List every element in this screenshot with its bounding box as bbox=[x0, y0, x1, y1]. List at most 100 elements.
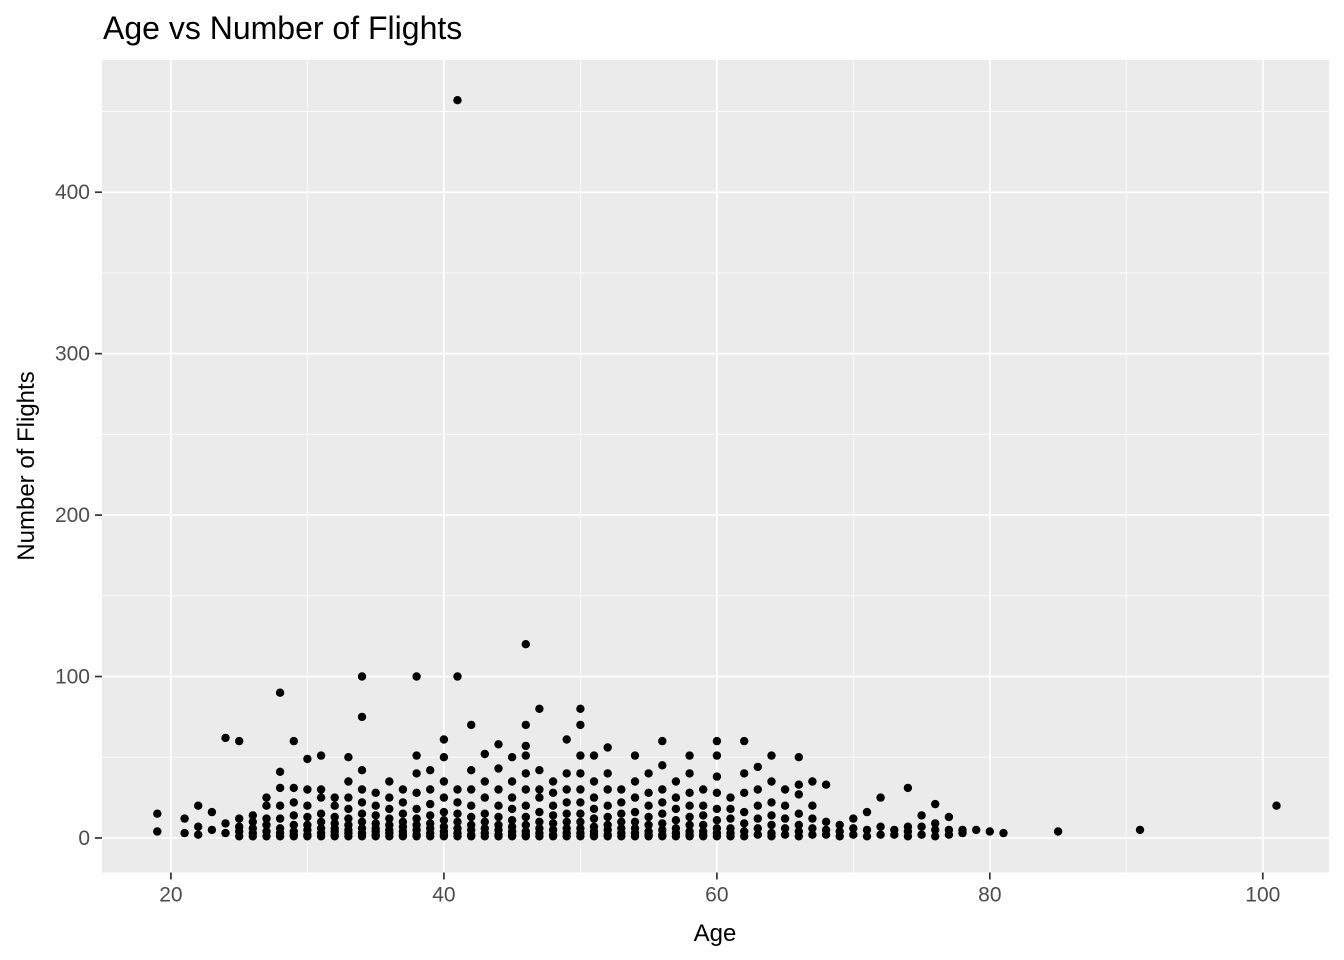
data-point bbox=[248, 817, 257, 826]
data-point bbox=[248, 832, 257, 841]
data-point bbox=[330, 793, 339, 802]
data-point bbox=[562, 769, 571, 778]
data-point bbox=[808, 830, 817, 839]
data-point bbox=[780, 824, 790, 833]
data-point bbox=[330, 812, 339, 822]
data-point bbox=[726, 793, 735, 802]
data-point bbox=[453, 832, 462, 841]
data-point bbox=[589, 777, 599, 786]
data-point bbox=[453, 96, 462, 105]
data-point bbox=[712, 772, 722, 781]
data-point bbox=[685, 769, 694, 778]
data-point bbox=[180, 814, 189, 823]
data-point bbox=[562, 735, 571, 744]
data-point bbox=[903, 783, 913, 793]
data-point bbox=[344, 814, 353, 823]
data-point bbox=[357, 832, 367, 841]
data-point bbox=[931, 799, 940, 809]
data-point bbox=[521, 801, 530, 810]
data-point bbox=[262, 793, 271, 802]
data-point bbox=[494, 812, 503, 822]
data-point bbox=[235, 814, 244, 823]
data-point bbox=[617, 832, 626, 841]
data-point bbox=[630, 793, 640, 802]
data-point bbox=[480, 777, 489, 786]
data-point bbox=[248, 811, 257, 820]
data-point bbox=[726, 804, 735, 814]
data-point bbox=[316, 785, 326, 794]
data-point bbox=[794, 809, 803, 818]
data-point bbox=[303, 832, 312, 841]
data-point bbox=[453, 672, 462, 681]
data-point bbox=[453, 798, 462, 807]
data-point bbox=[876, 830, 885, 839]
data-point bbox=[507, 816, 517, 825]
data-point bbox=[576, 832, 585, 841]
data-point bbox=[630, 751, 640, 760]
data-point bbox=[398, 798, 408, 807]
data-point bbox=[576, 720, 585, 730]
data-point bbox=[767, 820, 776, 830]
data-point bbox=[589, 804, 599, 814]
data-point bbox=[808, 824, 817, 833]
x-axis-tick-labels: 20 40 60 80 100 bbox=[159, 884, 1280, 907]
data-point bbox=[603, 832, 612, 841]
data-point bbox=[439, 807, 449, 817]
data-point bbox=[357, 766, 367, 775]
data-point bbox=[357, 785, 367, 794]
data-point bbox=[507, 777, 517, 786]
data-point bbox=[740, 736, 749, 746]
data-point bbox=[548, 788, 558, 797]
data-point bbox=[931, 825, 940, 835]
data-point bbox=[303, 801, 312, 810]
data-point bbox=[767, 777, 776, 786]
data-point bbox=[275, 767, 285, 776]
data-point bbox=[617, 785, 626, 794]
data-point bbox=[780, 785, 790, 794]
data-point bbox=[180, 828, 189, 838]
data-point bbox=[699, 832, 708, 841]
data-point bbox=[548, 832, 558, 841]
data-point bbox=[207, 807, 217, 817]
data-point bbox=[535, 817, 544, 826]
data-point bbox=[685, 751, 694, 760]
data-point bbox=[931, 832, 940, 841]
data-point bbox=[1053, 827, 1063, 836]
data-point bbox=[316, 751, 326, 760]
data-point bbox=[494, 832, 503, 841]
data-point bbox=[753, 814, 762, 823]
data-point bbox=[671, 777, 681, 786]
data-point bbox=[194, 801, 203, 810]
x-tick-label: 20 bbox=[159, 884, 182, 907]
data-point bbox=[617, 798, 626, 807]
data-point bbox=[699, 811, 708, 820]
data-point bbox=[985, 827, 994, 836]
data-point bbox=[507, 793, 517, 802]
data-point bbox=[548, 811, 558, 820]
data-point bbox=[371, 788, 380, 797]
data-point bbox=[467, 785, 476, 794]
data-point bbox=[890, 830, 899, 839]
data-point bbox=[521, 769, 530, 778]
data-point bbox=[398, 785, 408, 794]
data-point bbox=[671, 816, 681, 825]
data-point bbox=[480, 793, 489, 802]
data-point bbox=[1135, 825, 1145, 835]
y-tick-label: 400 bbox=[55, 181, 90, 204]
data-point bbox=[712, 751, 722, 760]
data-point bbox=[521, 785, 530, 794]
data-point bbox=[630, 777, 640, 786]
data-point bbox=[194, 830, 203, 839]
y-tick-label: 300 bbox=[55, 343, 90, 366]
data-point bbox=[412, 788, 421, 797]
data-point bbox=[794, 820, 803, 830]
data-point bbox=[767, 832, 776, 841]
data-point bbox=[808, 814, 817, 823]
data-point bbox=[275, 832, 285, 841]
data-point bbox=[589, 751, 599, 760]
data-point bbox=[576, 785, 585, 794]
data-point bbox=[412, 769, 421, 778]
data-point bbox=[767, 751, 776, 760]
